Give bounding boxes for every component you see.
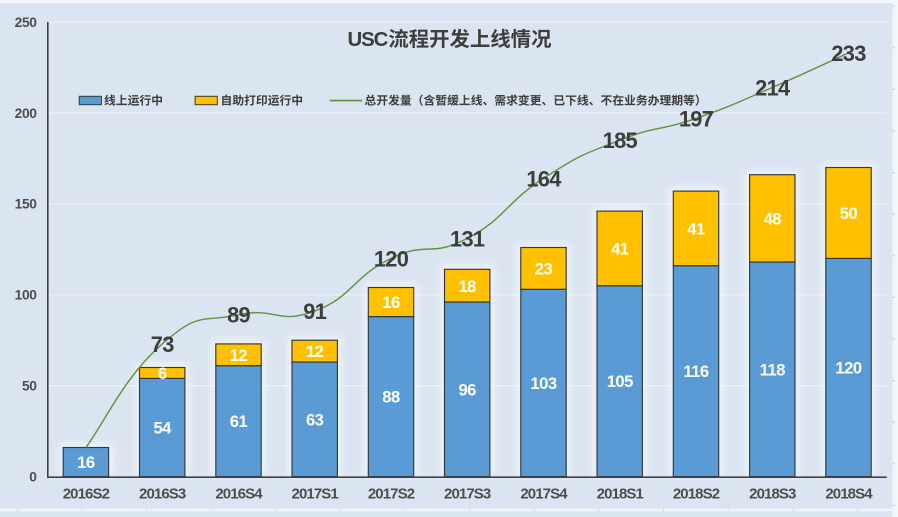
svg-text:41: 41: [611, 240, 629, 259]
svg-text:100: 100: [15, 288, 38, 303]
svg-text:2017S4: 2017S4: [520, 486, 568, 503]
svg-text:2016S2: 2016S2: [63, 486, 110, 503]
svg-text:50: 50: [840, 204, 858, 223]
svg-text:2018S2: 2018S2: [673, 486, 720, 503]
svg-text:50: 50: [22, 379, 37, 394]
svg-text:16: 16: [382, 293, 400, 312]
svg-text:18: 18: [458, 277, 476, 296]
svg-text:2018S4: 2018S4: [825, 486, 873, 503]
svg-text:120: 120: [374, 246, 409, 271]
svg-text:96: 96: [458, 380, 476, 399]
svg-text:118: 118: [760, 360, 786, 379]
svg-text:12: 12: [230, 346, 248, 365]
svg-text:41: 41: [687, 220, 705, 239]
svg-text:233: 233: [831, 41, 866, 66]
svg-text:73: 73: [151, 332, 174, 357]
svg-text:0: 0: [29, 470, 37, 485]
svg-text:48: 48: [764, 210, 782, 229]
svg-text:6: 6: [158, 364, 167, 383]
svg-text:88: 88: [382, 388, 400, 407]
svg-text:105: 105: [607, 372, 633, 391]
svg-text:150: 150: [15, 197, 38, 212]
svg-text:2016S3: 2016S3: [139, 486, 186, 503]
svg-text:103: 103: [530, 374, 556, 393]
svg-text:250: 250: [15, 15, 38, 30]
svg-text:2018S1: 2018S1: [597, 486, 644, 503]
svg-text:131: 131: [450, 226, 485, 251]
svg-text:2017S1: 2017S1: [292, 486, 339, 503]
svg-text:185: 185: [603, 128, 638, 153]
svg-text:2017S2: 2017S2: [368, 486, 415, 503]
svg-text:63: 63: [306, 410, 324, 429]
svg-text:120: 120: [835, 359, 861, 378]
svg-text:2016S4: 2016S4: [215, 486, 263, 503]
svg-text:89: 89: [227, 303, 250, 328]
svg-text:USC: USC: [348, 29, 389, 51]
svg-text:23: 23: [535, 260, 553, 279]
svg-text:200: 200: [15, 106, 38, 121]
svg-text:16: 16: [77, 453, 95, 472]
svg-text:12: 12: [306, 342, 324, 361]
svg-text:2017S3: 2017S3: [444, 486, 491, 503]
svg-text:214: 214: [755, 75, 790, 100]
svg-text:164: 164: [526, 166, 561, 191]
svg-text:2018S3: 2018S3: [749, 486, 796, 503]
svg-text:54: 54: [153, 419, 172, 438]
svg-text:116: 116: [683, 362, 709, 381]
svg-text:91: 91: [303, 299, 326, 324]
svg-text:61: 61: [230, 412, 248, 431]
svg-text:197: 197: [679, 106, 714, 131]
